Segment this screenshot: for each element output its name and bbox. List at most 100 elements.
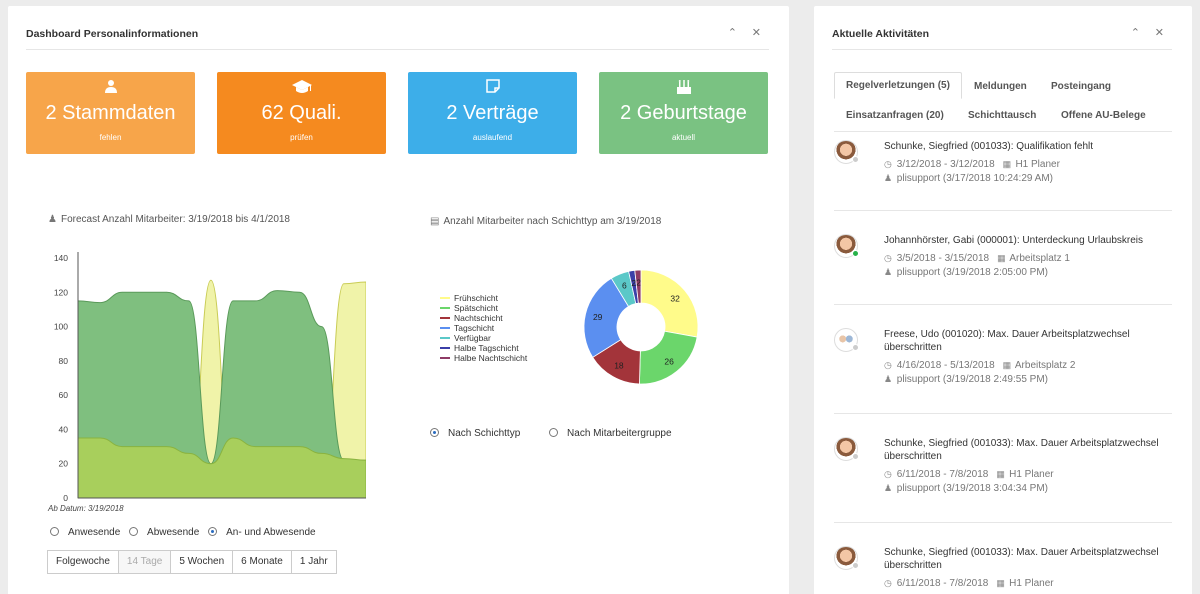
- y-tick-label: 20: [59, 459, 69, 469]
- y-tick-label: 60: [59, 390, 69, 400]
- radio-label: Anwesende: [68, 527, 121, 538]
- 5-wochen-button[interactable]: 5 Wochen: [170, 550, 234, 574]
- radio-circle[interactable]: [50, 527, 59, 536]
- legend-swatch: [440, 297, 450, 299]
- y-tick-label: 80: [59, 356, 69, 366]
- radio-abwesende[interactable]: Abwesende: [129, 527, 199, 538]
- tile-subtitle: auslaufend: [472, 133, 513, 142]
- close-icon[interactable]: ✕: [751, 27, 761, 39]
- legend-label: Nachtschicht: [454, 313, 503, 323]
- radio-circle[interactable]: [549, 428, 559, 437]
- dashboard-panel-title: Dashboard Personalinformationen: [26, 28, 199, 40]
- user-icon: ♟: [884, 374, 893, 384]
- forecast-area-chart: 0 20 40 60 80 100 120 140: [54, 252, 366, 503]
- radio-nach-mitarbeitergruppe[interactable]: Nach Mitarbeitergruppe: [549, 428, 672, 439]
- activity-title[interactable]: Johannhörster, Gabi (000001): Unterdecku…: [884, 235, 1144, 246]
- activity-dates: 6/11/2018 - 7/8/2018: [896, 469, 989, 480]
- activity-divider: [834, 413, 1172, 414]
- user-icon: ♟: [884, 267, 893, 277]
- radio-circle[interactable]: [129, 527, 139, 536]
- tab-regelverletzungen[interactable]: Regelverletzungen (5): [834, 72, 962, 99]
- clock-icon: ◷: [884, 253, 892, 263]
- tile-vertraege[interactable]: 2 Verträge auslaufend: [408, 72, 577, 154]
- legend-label: Tagschicht: [454, 323, 495, 333]
- legend-item[interactable]: Halbe Nachtschicht: [440, 353, 527, 363]
- activity-place: Arbeitsplatz 1: [1009, 253, 1070, 264]
- legend-label: Halbe Tagschicht: [454, 343, 519, 353]
- avatar: [834, 234, 858, 258]
- activity-divider: [834, 522, 1172, 523]
- donut-slice[interactable]: [634, 269, 642, 304]
- activity-place: H1 Planer: [1009, 578, 1054, 589]
- collapse-icon[interactable]: ⌃: [727, 27, 737, 39]
- legend-item[interactable]: Tagschicht: [440, 323, 527, 333]
- status-dot: [852, 156, 859, 163]
- collapse-icon[interactable]: ⌃: [1130, 27, 1140, 39]
- status-dot: [852, 250, 859, 257]
- tab-einsatzanfragen[interactable]: Einsatzanfragen (20): [846, 110, 944, 121]
- clock-icon: ◷: [884, 159, 892, 169]
- status-dot: [852, 562, 859, 569]
- legend-item[interactable]: Nachtschicht: [440, 313, 527, 323]
- tile-subtitle: prüfen: [290, 133, 313, 142]
- 14-tage-button[interactable]: 14 Tage: [117, 550, 172, 574]
- ab-datum-label: Ab Datum: 3/19/2018: [48, 504, 124, 513]
- tab-offene-au-belege[interactable]: Offene AU-Belege: [1061, 110, 1146, 121]
- activity-divider: [834, 304, 1172, 305]
- user-icon: ♟: [48, 214, 57, 225]
- radio-circle[interactable]: [430, 428, 439, 437]
- close-icon[interactable]: ✕: [1154, 27, 1164, 39]
- building-icon: ▦: [996, 469, 1005, 479]
- y-tick-label: 40: [59, 424, 69, 434]
- legend-label: Verfügbar: [454, 333, 491, 343]
- activities-panel-title: Aktuelle Aktivitäten: [832, 28, 930, 40]
- activities-panel: Aktuelle Aktivitäten ⌃ ✕ Regelverletzung…: [814, 6, 1192, 594]
- radio-anwesende[interactable]: Anwesende: [50, 527, 120, 538]
- radio-nach-schichttyp[interactable]: Nach Schichttyp: [430, 428, 520, 439]
- tab-schichttausch[interactable]: Schichttausch: [968, 110, 1037, 121]
- tab-posteingang[interactable]: Posteingang: [1051, 81, 1112, 92]
- chart-icon: ▤: [430, 216, 440, 227]
- building-icon: ▦: [1002, 360, 1012, 370]
- radio-circle[interactable]: [208, 527, 218, 536]
- legend-item[interactable]: Spätschicht: [440, 303, 527, 313]
- activity-title[interactable]: Schunke, Siegfried (001033): Max. Dauer …: [884, 438, 1159, 462]
- donut-slice[interactable]: [640, 269, 699, 338]
- donut-slice[interactable]: [583, 277, 630, 358]
- 1-jahr-button[interactable]: 1 Jahr: [290, 550, 337, 574]
- cake-icon: [599, 79, 768, 97]
- activity-title[interactable]: Schunke, Siegfried (001033): Max. Dauer …: [884, 547, 1159, 571]
- activity-meta-user: ♟ plisupport (3/19/2018 2:49:55 PM): [884, 374, 1048, 385]
- tile-stammdaten[interactable]: 2 Stammdaten fehlen: [26, 72, 195, 154]
- activity-divider: [834, 210, 1172, 211]
- area-series-0: [77, 437, 366, 499]
- donut-slice-label: 2: [636, 278, 641, 288]
- activity-title[interactable]: Schunke, Siegfried (001033): Qualifikati…: [884, 141, 1094, 152]
- activity-user: plisupport (3/17/2018 10:24:29 AM): [896, 173, 1053, 184]
- legend-swatch: [440, 307, 450, 309]
- user-icon: ♟: [884, 483, 893, 493]
- activity-title[interactable]: Freese, Udo (001020): Max. Dauer Arbeits…: [884, 329, 1130, 353]
- y-tick-label: 120: [54, 287, 68, 297]
- legend-item[interactable]: Frühschicht: [440, 293, 527, 303]
- tile-geburtstage[interactable]: 2 Geburtstage aktuell: [599, 72, 768, 154]
- radio-label: Nach Schichttyp: [448, 428, 521, 439]
- legend-swatch: [440, 357, 450, 359]
- shift-chart-title-text: Anzahl Mitarbeiter nach Schichttyp am 3/…: [443, 216, 662, 227]
- radio-an-und-abwesende[interactable]: An- und Abwesende: [208, 527, 316, 538]
- activity-tabs: Regelverletzungen (5) Meldungen Posteing…: [834, 72, 1172, 132]
- tile-value: 2 Stammdaten: [45, 102, 176, 124]
- tile-subtitle: fehlen: [99, 133, 122, 142]
- avatar: [834, 328, 858, 352]
- 6-monate-button[interactable]: 6 Monate: [232, 550, 292, 574]
- donut-slice-label: 6: [622, 281, 627, 291]
- forecast-chart-title-text: Forecast Anzahl Mitarbeiter: 3/19/2018 b…: [60, 214, 290, 225]
- tile-qualifikationen[interactable]: 62 Quali. prüfen: [217, 72, 386, 154]
- activity-user: plisupport (3/19/2018 3:04:34 PM): [896, 483, 1048, 494]
- donut-slice-label: 2: [631, 278, 636, 288]
- clock-icon: ◷: [884, 578, 892, 588]
- folgewoche-button[interactable]: Folgewoche: [47, 550, 119, 574]
- legend-item[interactable]: Verfügbar: [440, 333, 527, 343]
- legend-item[interactable]: Halbe Tagschicht: [440, 343, 527, 353]
- tab-meldungen[interactable]: Meldungen: [974, 81, 1027, 92]
